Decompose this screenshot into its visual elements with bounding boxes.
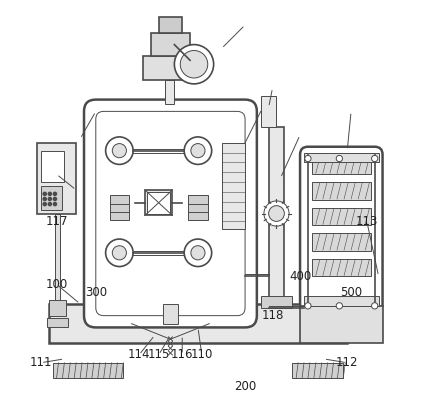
FancyBboxPatch shape: [312, 182, 371, 200]
FancyBboxPatch shape: [312, 208, 371, 225]
Text: 118: 118: [261, 309, 284, 322]
Circle shape: [48, 192, 51, 196]
Circle shape: [336, 155, 342, 162]
FancyBboxPatch shape: [292, 363, 343, 379]
Circle shape: [372, 303, 378, 309]
FancyBboxPatch shape: [261, 296, 292, 308]
Circle shape: [43, 202, 47, 206]
Text: 111: 111: [30, 356, 52, 369]
FancyBboxPatch shape: [188, 195, 208, 204]
Circle shape: [53, 198, 57, 200]
Circle shape: [268, 206, 284, 221]
FancyBboxPatch shape: [163, 304, 178, 324]
Circle shape: [48, 198, 51, 200]
Circle shape: [53, 202, 57, 206]
Circle shape: [305, 155, 311, 162]
FancyBboxPatch shape: [109, 203, 129, 212]
FancyBboxPatch shape: [41, 150, 64, 182]
FancyBboxPatch shape: [188, 203, 208, 212]
FancyBboxPatch shape: [47, 318, 68, 327]
Text: 500: 500: [340, 286, 362, 299]
FancyBboxPatch shape: [300, 306, 383, 343]
Text: 115: 115: [148, 348, 170, 362]
FancyBboxPatch shape: [304, 296, 379, 306]
FancyBboxPatch shape: [143, 56, 198, 80]
FancyBboxPatch shape: [300, 147, 383, 312]
Circle shape: [105, 239, 133, 267]
Text: 300: 300: [85, 286, 107, 299]
FancyBboxPatch shape: [37, 143, 76, 213]
FancyBboxPatch shape: [304, 152, 379, 162]
Text: 113: 113: [356, 215, 378, 228]
FancyBboxPatch shape: [222, 143, 245, 229]
FancyBboxPatch shape: [109, 195, 129, 204]
Text: 116: 116: [171, 348, 194, 362]
Circle shape: [43, 192, 47, 196]
FancyBboxPatch shape: [261, 96, 276, 127]
Circle shape: [43, 198, 47, 200]
Circle shape: [372, 155, 378, 162]
FancyBboxPatch shape: [147, 192, 171, 213]
Circle shape: [191, 144, 205, 158]
FancyBboxPatch shape: [312, 233, 371, 251]
FancyBboxPatch shape: [96, 111, 245, 316]
Circle shape: [48, 202, 51, 206]
FancyBboxPatch shape: [54, 213, 60, 304]
Text: 200: 200: [234, 380, 256, 393]
FancyBboxPatch shape: [109, 211, 129, 220]
Circle shape: [175, 45, 214, 84]
Text: 100: 100: [45, 278, 68, 291]
Circle shape: [264, 201, 289, 226]
FancyBboxPatch shape: [49, 300, 66, 316]
Circle shape: [184, 239, 212, 267]
Circle shape: [180, 51, 208, 78]
FancyBboxPatch shape: [49, 304, 347, 343]
FancyBboxPatch shape: [164, 80, 175, 103]
FancyBboxPatch shape: [312, 259, 371, 276]
FancyBboxPatch shape: [188, 211, 208, 220]
Circle shape: [305, 303, 311, 309]
FancyBboxPatch shape: [159, 17, 182, 33]
FancyBboxPatch shape: [53, 363, 123, 379]
Text: 114: 114: [128, 348, 150, 362]
FancyBboxPatch shape: [84, 100, 257, 327]
Circle shape: [112, 246, 126, 260]
Text: 110: 110: [190, 348, 213, 362]
Circle shape: [53, 192, 57, 196]
Circle shape: [191, 246, 205, 260]
FancyBboxPatch shape: [151, 33, 190, 56]
FancyBboxPatch shape: [145, 190, 172, 215]
Text: 112: 112: [336, 356, 358, 369]
Circle shape: [336, 303, 342, 309]
Text: 400: 400: [289, 270, 311, 283]
FancyBboxPatch shape: [312, 156, 371, 174]
Text: 117: 117: [45, 215, 68, 228]
FancyBboxPatch shape: [41, 186, 62, 209]
FancyBboxPatch shape: [268, 127, 284, 304]
Circle shape: [105, 137, 133, 164]
Circle shape: [112, 144, 126, 158]
Circle shape: [184, 137, 212, 164]
